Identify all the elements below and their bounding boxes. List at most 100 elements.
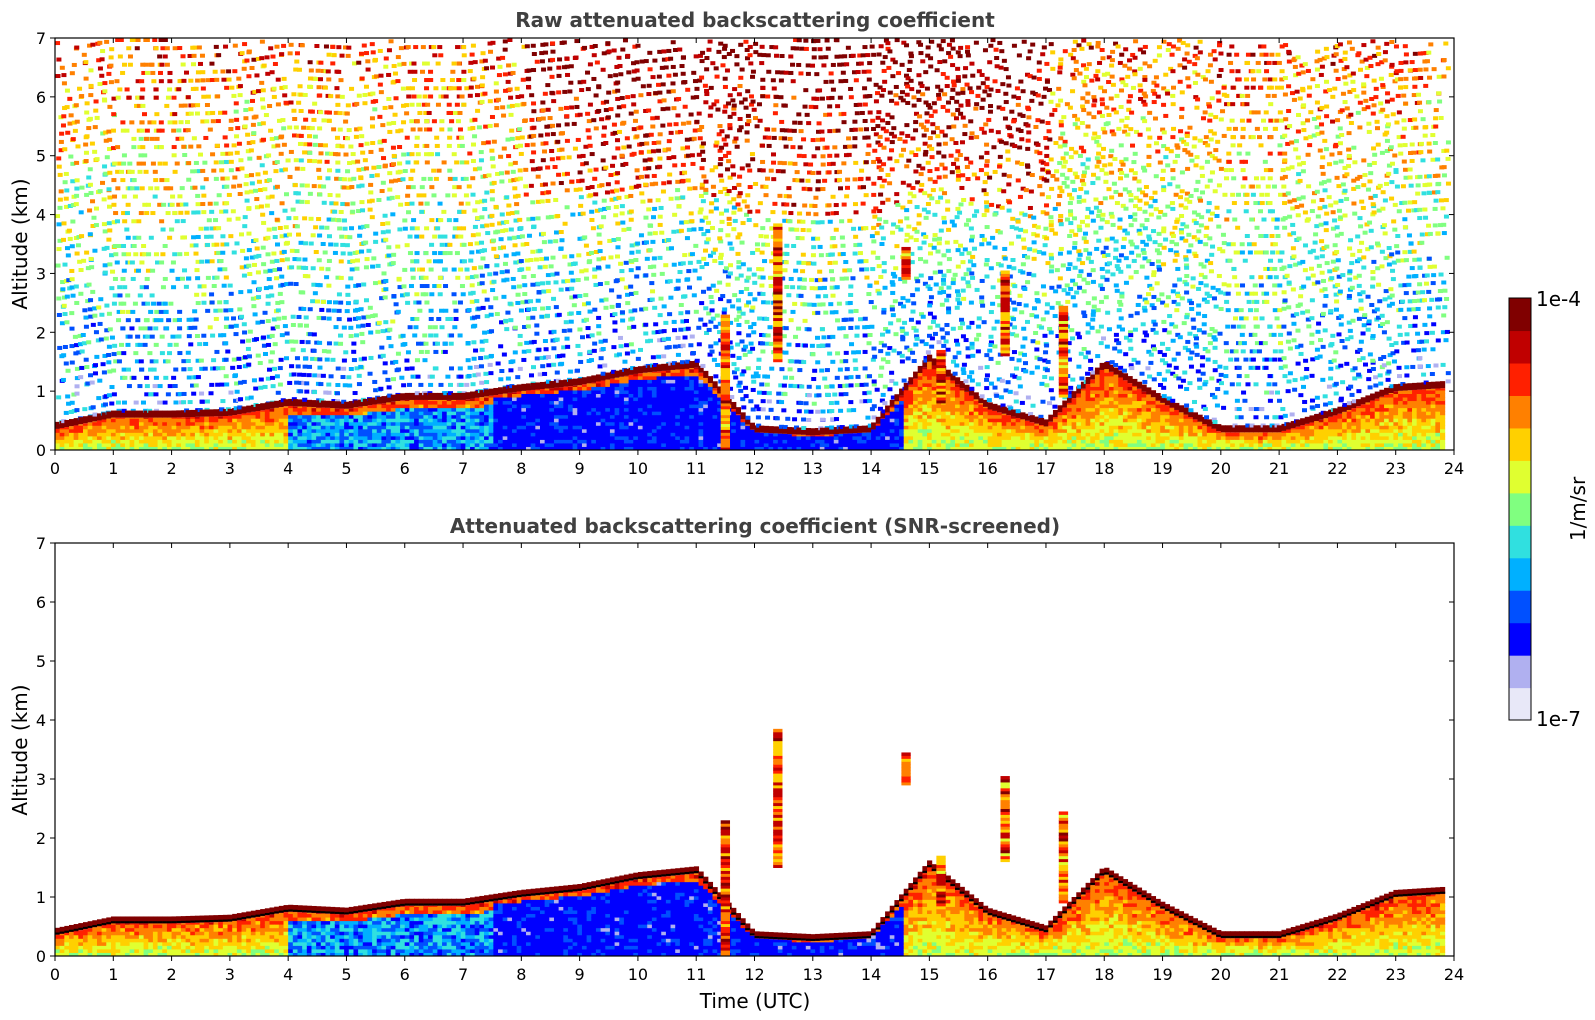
data-cell bbox=[250, 411, 257, 416]
noise-cell bbox=[90, 405, 96, 410]
data-cell bbox=[642, 379, 648, 384]
noise-cell bbox=[200, 202, 206, 207]
noise-cell bbox=[439, 308, 445, 313]
noise-cell bbox=[337, 127, 343, 132]
data-cell bbox=[591, 432, 597, 437]
data-cell bbox=[288, 442, 294, 447]
noise-cell bbox=[162, 54, 168, 59]
noise-cell bbox=[299, 199, 305, 204]
data-cell bbox=[507, 414, 513, 419]
data-cell bbox=[521, 435, 527, 440]
data-cell bbox=[157, 442, 163, 447]
data-cell bbox=[311, 407, 317, 412]
noise-cell bbox=[349, 86, 355, 91]
noise-cell bbox=[87, 232, 93, 237]
noise-cell bbox=[126, 95, 132, 100]
data-cell bbox=[423, 442, 429, 447]
data-cell bbox=[581, 400, 588, 405]
data-cell bbox=[400, 421, 406, 426]
noise-cell bbox=[296, 314, 302, 319]
noise-cell bbox=[218, 160, 224, 165]
noise-cell bbox=[344, 202, 350, 207]
noise-cell bbox=[447, 135, 453, 140]
data-cell bbox=[162, 442, 168, 447]
data-cell bbox=[400, 404, 406, 409]
layer-top-cell bbox=[539, 381, 546, 390]
noise-cell bbox=[346, 375, 352, 380]
noise-cell bbox=[615, 171, 621, 176]
noise-cell bbox=[550, 272, 556, 277]
noise-cell bbox=[220, 69, 226, 74]
noise-cell bbox=[339, 144, 345, 149]
data-cell bbox=[605, 414, 611, 419]
noise-cell bbox=[164, 62, 170, 67]
data-cell bbox=[96, 439, 103, 444]
data-cell bbox=[633, 411, 639, 416]
noise-cell bbox=[646, 83, 652, 88]
data-cell bbox=[376, 428, 382, 433]
noise-cell bbox=[372, 57, 378, 62]
noise-cell bbox=[106, 360, 112, 365]
noise-cell bbox=[423, 251, 429, 256]
noise-cell bbox=[342, 226, 348, 231]
noise-cell bbox=[556, 148, 562, 153]
noise-cell bbox=[308, 84, 314, 89]
data-cell bbox=[586, 400, 592, 405]
data-cell bbox=[400, 446, 406, 450]
noise-cell bbox=[414, 226, 420, 231]
noise-cell bbox=[505, 137, 511, 142]
noise-cell bbox=[360, 208, 366, 213]
noise-cell bbox=[284, 257, 290, 262]
data-cell bbox=[218, 418, 224, 423]
data-cell bbox=[600, 428, 606, 433]
data-cell bbox=[572, 442, 578, 447]
noise-cell bbox=[647, 67, 653, 72]
noise-cell bbox=[411, 218, 417, 223]
noise-cell bbox=[391, 377, 397, 382]
noise-cell bbox=[480, 305, 486, 310]
data-cell bbox=[623, 446, 630, 450]
noise-cell bbox=[517, 366, 523, 371]
noise-cell bbox=[144, 211, 150, 216]
data-cell bbox=[194, 435, 201, 440]
noise-cell bbox=[246, 248, 252, 253]
noise-cell bbox=[550, 181, 556, 186]
noise-cell bbox=[143, 169, 149, 174]
noise-cell bbox=[296, 232, 302, 237]
noise-cell bbox=[264, 203, 270, 208]
noise-cell bbox=[84, 110, 90, 115]
data-cell bbox=[512, 425, 518, 430]
data-cell bbox=[292, 432, 298, 437]
data-cell bbox=[586, 383, 592, 387]
noise-cell bbox=[215, 119, 221, 124]
noise-cell bbox=[143, 136, 149, 141]
data-cell bbox=[330, 439, 336, 444]
noise-cell bbox=[541, 289, 547, 294]
noise-cell bbox=[456, 185, 462, 190]
noise-cell bbox=[131, 219, 137, 224]
data-cell bbox=[390, 435, 396, 440]
noise-cell bbox=[599, 298, 605, 303]
noise-cell bbox=[307, 134, 313, 139]
noise-cell bbox=[171, 145, 177, 150]
noise-cell bbox=[169, 202, 175, 207]
data-cell bbox=[409, 407, 415, 412]
noise-cell bbox=[421, 176, 427, 181]
data-cell bbox=[633, 432, 639, 437]
noise-cell bbox=[113, 211, 119, 216]
noise-cell bbox=[470, 43, 476, 48]
noise-cell bbox=[296, 265, 302, 270]
data-cell bbox=[250, 446, 257, 450]
data-cell bbox=[129, 418, 135, 423]
noise-cell bbox=[463, 176, 469, 181]
data-cell bbox=[311, 435, 317, 440]
data-cell bbox=[539, 435, 546, 440]
noise-cell bbox=[354, 266, 360, 271]
noise-cell bbox=[494, 263, 500, 268]
noise-cell bbox=[531, 365, 537, 370]
data-cell bbox=[358, 425, 364, 430]
noise-cell bbox=[618, 72, 624, 77]
noise-cell bbox=[615, 88, 621, 93]
data-cell bbox=[530, 418, 536, 423]
